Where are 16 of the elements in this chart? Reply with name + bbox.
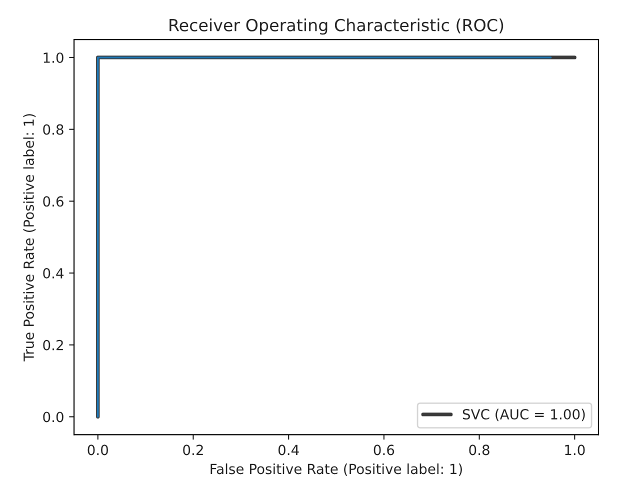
x-tick-label: 1.0 xyxy=(565,444,585,456)
y-tick-label: 0.8 xyxy=(43,124,64,135)
x-tick-label: 0.6 xyxy=(374,444,394,456)
legend-label: SVC (AUC = 1.00) xyxy=(462,408,585,422)
x-tick-label: 0.4 xyxy=(278,444,299,456)
y-axis-title: True Positive Rate (Positive label: 1) xyxy=(23,114,36,362)
y-tick-label: 1.0 xyxy=(44,52,64,63)
chart-title: Receiver Operating Characteristic (ROC) xyxy=(170,18,504,35)
y-tick-label: 0.6 xyxy=(43,196,64,207)
y-tick-label: 0.0 xyxy=(43,412,64,422)
x-tick-label: 0.0 xyxy=(88,444,108,456)
x-tick-label: 0.2 xyxy=(183,444,203,456)
x-axis-title: False Positive Rate (Positive label: 1) xyxy=(210,463,462,476)
y-tick-label: 0.4 xyxy=(43,268,64,279)
y-tick-label: 0.2 xyxy=(43,340,63,350)
x-tick-label: 0.8 xyxy=(469,444,490,456)
